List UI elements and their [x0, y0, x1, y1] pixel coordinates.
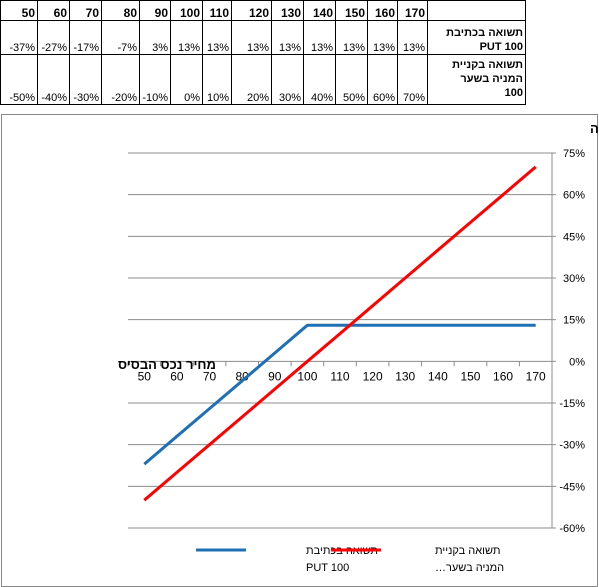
x-tick-label: 70 [203, 369, 217, 383]
table-cell: 40% [303, 54, 336, 105]
table-cell: -40% [37, 54, 70, 105]
table-cell: 50% [335, 54, 368, 105]
x-tick-label: 100 [297, 369, 317, 383]
y-tick-label: 60% [563, 190, 585, 202]
table-cell: 3% [139, 20, 171, 55]
table-row: -50% -40% -30% -20% -10% 0% 10% 20% 30% 40% 50% 60%… [0, 54, 526, 105]
legend-label: המניה בשער… [435, 562, 504, 574]
table-header-row: 50 60 70 80 90 100 110 120 130 140 150 160 170 [0, 0, 526, 21]
y-axis-title: תשואה [590, 121, 599, 136]
price-header: 150 [335, 0, 368, 21]
row-label: תשואה בקניית המניה בשער 100 [427, 54, 526, 105]
x-tick-label: 170 [526, 369, 546, 383]
row-label-line: 100 [504, 87, 523, 99]
table-cell: 13% [202, 20, 232, 55]
x-tick-label: 120 [363, 369, 383, 383]
legend-item: תשואה בקניית המניה בשער… [331, 545, 504, 574]
x-axis-title: מחיר נכס הבסיס [118, 357, 216, 372]
price-header: 60 [37, 0, 70, 21]
y-tick-label: -30% [559, 440, 585, 452]
price-header: 160 [367, 0, 398, 21]
price-header: 130 [271, 0, 304, 21]
table-cell: -50% [0, 54, 38, 105]
x-tick-label: 50 [138, 369, 152, 383]
legend-label: PUT 100 [306, 562, 349, 574]
x-tick-label: 80 [235, 369, 249, 383]
table-cell: -27% [37, 20, 70, 55]
gridlines [128, 152, 556, 529]
price-header: 90 [139, 0, 171, 21]
header-blank-cell [427, 0, 526, 21]
y-tick-label: -15% [559, 398, 585, 410]
table-row: -37% -27% -17% -7% 3% 13% 13% 13% 13% 13% 13% 13% 13… [0, 20, 526, 55]
table-cell: -17% [69, 20, 102, 55]
y-axis: 75% 60% 45% 30% 15% 0% -15% -30% -45% -60% [559, 148, 585, 535]
table-cell: 13% [303, 20, 336, 55]
table-cell: -7% [101, 20, 140, 55]
table-cell: 0% [170, 54, 203, 105]
x-tick-label: 90 [268, 369, 282, 383]
row-label-line: המניה בשער [460, 73, 523, 85]
series-line-2 [143, 165, 537, 502]
series-lines [143, 165, 537, 502]
table-cell: 13% [367, 20, 398, 55]
x-tick-label: 160 [493, 369, 513, 383]
y-tick-label: 30% [563, 273, 585, 285]
y-tick-label: 75% [563, 148, 585, 160]
price-header: 100 [170, 0, 203, 21]
y-tick-label: 45% [563, 231, 585, 243]
table-cell: 60% [367, 54, 398, 105]
legend-label: תשואה בקניית [435, 545, 500, 557]
table-cell: -20% [101, 54, 140, 105]
table-cell: 13% [397, 20, 428, 55]
table-cell: 13% [231, 20, 272, 55]
price-header: 110 [202, 0, 232, 21]
y-tick-label: -45% [559, 481, 585, 493]
table-cell: 20% [231, 54, 272, 105]
x-tick-label: 140 [428, 369, 448, 383]
row-label: תשואה בכתיבת PUT 100 [427, 20, 526, 55]
price-header: 50 [0, 0, 38, 21]
table-cell: 13% [170, 20, 203, 55]
table-cell: 70% [397, 54, 428, 105]
y-tick-label: -60% [559, 523, 585, 535]
table-cell: 13% [271, 20, 304, 55]
x-tick-label: 130 [395, 369, 415, 383]
price-header: 140 [303, 0, 336, 21]
returns-chart: 50 60 70 80 90 100 110 120 130 140 150 160 170 75% 60… [1, 114, 599, 587]
y-tick-label: 0% [569, 356, 585, 368]
row-label-line: PUT 100 [479, 41, 523, 53]
row-label-line: תשואה בכתיבת [446, 27, 523, 39]
price-header: 70 [69, 0, 102, 21]
table-cell: -37% [0, 20, 38, 55]
x-tick-label: 150 [460, 369, 480, 383]
price-header: 80 [101, 0, 140, 21]
table-cell: 10% [202, 54, 232, 105]
series-line-1 [143, 323, 536, 466]
table-cell: 13% [335, 20, 368, 55]
x-tick-label: 110 [330, 369, 349, 383]
table-cell: 30% [271, 54, 304, 105]
table-cell: -30% [69, 54, 102, 105]
price-header: 120 [231, 0, 272, 21]
x-axis: 50 60 70 80 90 100 110 120 130 140 150 160 170 [127, 361, 553, 383]
price-header: 170 [397, 0, 428, 21]
table-cell: -10% [139, 54, 171, 105]
returns-table: 50 60 70 80 90 100 110 120 130 140 150 160 170 -37% -2… [0, 0, 526, 105]
x-tick-label: 60 [170, 369, 184, 383]
chart-border [1, 114, 598, 587]
row-label-line: תשואה בקניית [452, 59, 523, 71]
y-tick-label: 15% [563, 315, 585, 327]
